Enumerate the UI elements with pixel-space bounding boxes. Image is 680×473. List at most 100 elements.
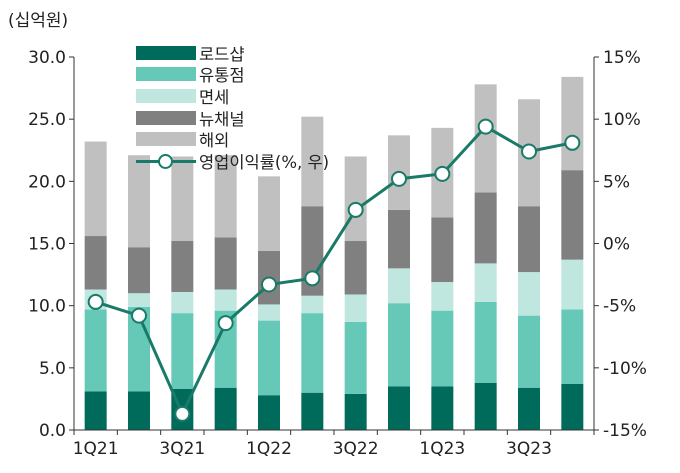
line-point-3Q21: [174, 405, 191, 422]
bar-segment-4Q23-s1: [561, 309, 584, 384]
right-tick-label-3: 0%: [603, 235, 630, 255]
legend-label-line: 영업이익률(%, 우): [199, 152, 330, 172]
bar-segment-2Q21-s2: [128, 293, 150, 307]
bar-segment-3Q23-s1: [518, 315, 540, 388]
x-tick-label-3Q21: 3Q21: [159, 439, 205, 459]
legend-item-3: 뉴채널: [136, 107, 329, 129]
bar-segment-1Q23-s2: [431, 282, 454, 311]
bar-segment-1Q21-s3: [84, 236, 107, 290]
line-point-4Q23: [564, 134, 581, 151]
legend-swatch-1: [136, 67, 196, 82]
legend-item-4: 해외: [136, 128, 329, 150]
legend-label-3: 뉴채널: [199, 109, 245, 129]
x-tick-label-3Q23: 3Q23: [506, 439, 552, 459]
left-tick-label-5: 25.0: [28, 110, 66, 130]
bar-segment-3Q21-s4: [171, 156, 194, 242]
bar-segment-2Q22-s0: [301, 392, 324, 430]
legend-line-swatch: [136, 153, 196, 169]
bar-segment-4Q21-s1: [214, 310, 237, 388]
legend-swatch-3: [136, 110, 196, 125]
line-point-1Q21: [87, 293, 104, 310]
legend-label-2: 면세: [199, 87, 230, 107]
line-point-2Q21: [131, 307, 147, 324]
bar-segment-4Q21-s4: [214, 155, 237, 238]
left-tick-label-0: 0.0: [39, 421, 66, 441]
legend-item-line: 영업이익률(%, 우): [136, 150, 329, 172]
bar-segment-2Q23-s2: [474, 263, 497, 302]
right-tick-label-5: 10%: [603, 110, 641, 130]
bar-segment-3Q21-s3: [171, 241, 194, 292]
right-tick-label-6: 15%: [603, 48, 641, 68]
bar-segment-4Q21-s2: [214, 289, 237, 311]
line-point-4Q21: [217, 315, 234, 332]
x-tick-label-1Q23: 1Q23: [419, 439, 465, 459]
bar-segment-4Q22-s1: [388, 303, 410, 387]
bar-segment-2Q21-s4: [128, 155, 150, 248]
bar-segment-2Q23-s4: [474, 84, 497, 193]
bar-segment-4Q21-s3: [214, 237, 237, 290]
x-tick-label-3Q22: 3Q22: [333, 439, 379, 459]
right-tick-label-0: -15%: [603, 421, 647, 441]
legend-item-2: 면세: [136, 85, 329, 107]
line-point-1Q22: [261, 276, 277, 293]
left-tick-label-6: 30.0: [28, 48, 66, 68]
bar-segment-4Q23-s2: [561, 259, 584, 310]
bar-segment-3Q22-s2: [344, 294, 367, 322]
legend-item-1: 유통점: [136, 64, 329, 86]
bar-segment-3Q23-s3: [518, 206, 540, 273]
left-tick-label-4: 20.0: [28, 172, 66, 192]
line-point-1Q23: [434, 165, 451, 182]
bar-segment-3Q22-s1: [344, 321, 367, 394]
bar-segment-1Q22-s4: [258, 176, 280, 251]
legend-swatch-2: [136, 88, 196, 103]
bar-segment-2Q22-s2: [301, 295, 324, 314]
bar-segment-2Q23-s1: [474, 301, 497, 383]
bar-segment-1Q22-s2: [258, 304, 280, 321]
bar-segment-1Q21-s1: [84, 309, 107, 392]
bar-segment-2Q21-s0: [128, 391, 150, 430]
legend-label-1: 유통점: [199, 66, 245, 86]
bar-segment-1Q23-s3: [431, 217, 454, 283]
bar-segment-4Q22-s0: [388, 386, 410, 430]
bar-segment-4Q23-s4: [561, 76, 584, 171]
line-point-2Q22: [304, 270, 321, 287]
bar-segment-2Q22-s4: [301, 116, 324, 207]
bar-segment-4Q23-s0: [561, 383, 584, 430]
right-tick-label-4: 5%: [603, 172, 630, 192]
line-layer: [87, 118, 581, 422]
bar-segment-1Q21-s0: [84, 391, 107, 430]
legend-swatch-4: [136, 132, 196, 147]
bar-segment-1Q23-s0: [431, 386, 454, 430]
bar-segment-3Q21-s1: [171, 313, 194, 389]
bar-segment-3Q22-s0: [344, 393, 367, 430]
bar-segment-2Q22-s1: [301, 313, 324, 393]
bar-segment-2Q21-s3: [128, 247, 150, 294]
x-tick-label-1Q22: 1Q22: [246, 439, 292, 459]
bar-segment-4Q21-s0: [214, 387, 237, 430]
bar-segment-1Q22-s1: [258, 320, 280, 396]
axes-layer: 0.0 5.0 10.0 15.0 20.0 25.0 30.0 -15% -10% -5% 0% 5…: [28, 48, 647, 459]
left-axis-unit-label: (십억원): [8, 11, 69, 31]
bar-segment-1Q21-s4: [84, 141, 107, 237]
left-tick-label-2: 10.0: [28, 297, 66, 317]
bar-segment-2Q23-s0: [474, 382, 497, 430]
bar-segment-1Q22-s0: [258, 395, 280, 430]
bar-segment-3Q23-s0: [518, 387, 540, 430]
bar-segment-3Q22-s4: [344, 156, 367, 242]
line-point-4Q22: [391, 170, 407, 187]
bar-segment-4Q23-s3: [561, 170, 584, 260]
bar-segment-3Q22-s3: [344, 241, 367, 295]
operating-margin-line: [95, 124, 573, 418]
bar-segment-3Q23-s2: [518, 272, 540, 316]
legend: 로드샵 유통점 면세 뉴채널 해외 영업이익률(%, 우): [136, 42, 329, 172]
legend-label-4: 해외: [199, 131, 230, 151]
line-point-2Q23: [477, 118, 494, 135]
legend-item-0: 로드샵: [136, 42, 329, 64]
right-tick-label-1: -10%: [603, 359, 647, 379]
right-tick-label-2: -5%: [603, 297, 636, 317]
left-tick-label-1: 5.0: [39, 359, 66, 379]
bar-segment-3Q21-s2: [171, 291, 194, 314]
bar-segment-4Q22-s3: [388, 209, 410, 269]
bar-segment-2Q23-s3: [474, 192, 497, 264]
